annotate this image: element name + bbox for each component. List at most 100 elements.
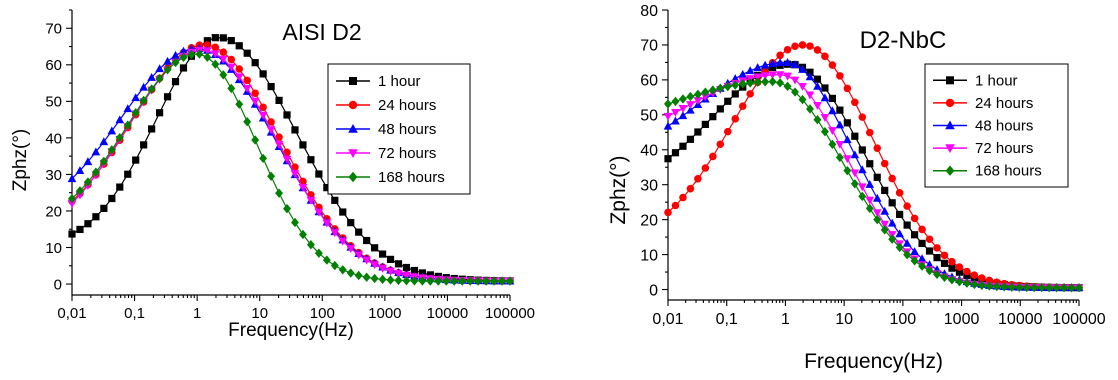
data-point	[963, 271, 971, 280]
data-point	[227, 55, 236, 64]
y-tick-label: 30	[45, 167, 62, 184]
data-point	[331, 196, 339, 204]
data-point	[155, 73, 164, 84]
data-point	[768, 71, 777, 80]
data-point	[116, 183, 124, 191]
data-point	[426, 276, 435, 286]
data-point	[179, 46, 188, 55]
data-point	[693, 97, 703, 106]
data-point	[1052, 283, 1061, 293]
data-point	[933, 244, 941, 252]
data-point	[338, 237, 348, 246]
data-point	[857, 183, 867, 192]
x-tick-label: 10000	[427, 305, 469, 322]
data-point	[828, 127, 837, 136]
data-point	[866, 160, 874, 168]
data-point	[314, 248, 323, 258]
data-point	[805, 72, 815, 81]
data-point	[686, 91, 695, 102]
data-point	[828, 94, 836, 103]
data-point	[865, 203, 874, 214]
y-tick-label: 50	[640, 108, 658, 125]
data-point	[925, 247, 934, 255]
data-point	[843, 155, 852, 164]
data-point	[686, 101, 695, 109]
data-point	[813, 81, 822, 90]
data-point	[156, 109, 164, 117]
data-point	[910, 256, 919, 266]
data-point	[370, 273, 379, 284]
data-point	[330, 260, 339, 271]
data-point	[887, 218, 897, 227]
data-point	[828, 61, 837, 69]
data-point	[83, 157, 93, 166]
data-point	[776, 51, 784, 60]
data-point	[283, 148, 291, 157]
data-point	[896, 210, 904, 219]
data-point	[798, 82, 807, 91]
data-point	[940, 272, 949, 283]
data-point	[895, 229, 904, 238]
data-point	[219, 70, 228, 80]
data-point	[858, 113, 867, 121]
data-point	[925, 235, 934, 244]
y-tick-label: 70	[640, 38, 658, 55]
data-point	[880, 225, 889, 235]
data-point	[91, 147, 101, 156]
data-point	[107, 145, 116, 155]
data-point	[203, 52, 212, 62]
data-point	[709, 152, 717, 161]
data-point	[394, 260, 403, 268]
data-point	[267, 171, 276, 181]
data-point	[776, 78, 785, 88]
data-point	[716, 140, 725, 149]
data-point	[843, 135, 852, 144]
data-point	[242, 84, 252, 93]
data-point	[386, 267, 395, 276]
legend-marker	[348, 124, 358, 133]
data-point	[663, 121, 673, 130]
data-point	[370, 261, 379, 270]
data-point	[821, 52, 829, 61]
data-point	[783, 45, 792, 54]
data-point	[880, 159, 889, 168]
legend-item: 72 hours	[336, 145, 436, 162]
y-tick-label: 50	[45, 94, 62, 111]
data-point	[490, 276, 499, 286]
data-point	[474, 276, 483, 286]
data-point	[115, 115, 125, 124]
data-point	[322, 255, 331, 265]
data-point	[298, 183, 308, 192]
data-point	[970, 271, 979, 279]
data-point	[163, 56, 172, 65]
y-tick-label: 0	[649, 282, 658, 299]
legend-marker	[945, 165, 955, 176]
data-point	[291, 217, 299, 228]
data-point	[362, 272, 371, 282]
data-point	[664, 208, 672, 217]
data-point	[865, 196, 875, 205]
data-point	[769, 63, 777, 72]
data-point	[820, 126, 829, 137]
data-point	[753, 73, 762, 82]
data-point	[211, 50, 220, 59]
data-point	[820, 93, 830, 102]
data-point	[955, 277, 964, 287]
legend-marker	[348, 100, 358, 110]
data-point	[851, 98, 859, 107]
data-point	[783, 81, 792, 92]
data-point	[678, 105, 688, 113]
legend-item: 1 hour	[336, 73, 421, 90]
data-point	[1007, 282, 1016, 292]
x-tick-label: 0,1	[124, 305, 145, 322]
data-point	[918, 239, 926, 247]
data-point	[970, 279, 979, 290]
data-point	[873, 144, 882, 152]
data-point	[895, 189, 904, 197]
data-point	[124, 170, 132, 178]
chart-title: D2-NbC	[860, 27, 947, 54]
data-point	[903, 249, 912, 260]
data-point	[790, 60, 800, 69]
data-point	[235, 99, 244, 109]
data-point	[798, 65, 807, 73]
